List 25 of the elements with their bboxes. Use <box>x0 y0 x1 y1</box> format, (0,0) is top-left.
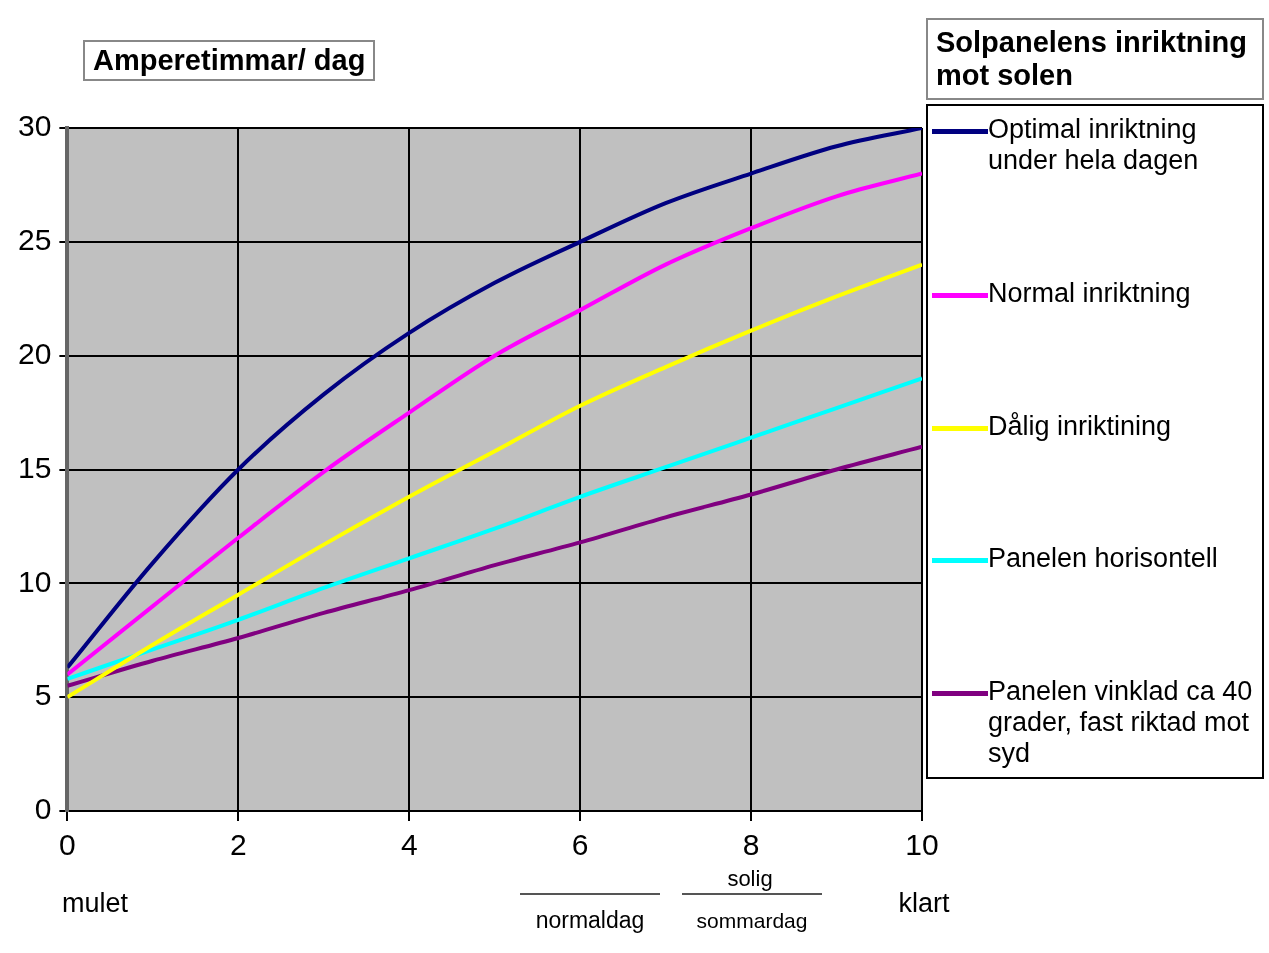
legend-title: Solpanelens inriktning mot solen <box>926 18 1264 100</box>
y-tick-label: 30 <box>17 109 52 143</box>
x-tick-label: 2 <box>229 828 247 862</box>
y-tick-label: 5 <box>34 678 52 712</box>
legend-label: Panelen vinklad ca 40 grader, fast riktad mot syd <box>988 676 1254 769</box>
text: klart <box>898 888 950 918</box>
text: normaldag <box>535 907 645 933</box>
x-tick-label: 0 <box>59 828 76 862</box>
legend-label: Dålig inriktining <box>988 410 1172 442</box>
legend-label: Optimal inriktning under hela dagen <box>988 114 1200 176</box>
y-tick-label: 15 <box>17 450 52 484</box>
x-tick-label: 8 <box>742 828 760 862</box>
legend-label: Panelen horisontell <box>988 543 1218 575</box>
x-tick-label: 6 <box>571 828 589 862</box>
legend-label: Normal inriktning <box>988 277 1191 309</box>
x-tick-label: 4 <box>400 828 418 862</box>
text: solig <box>727 866 773 891</box>
y-tick-label: 25 <box>17 223 52 257</box>
y-tick-label: 20 <box>17 336 52 370</box>
x-tick-label: 10 <box>905 828 939 862</box>
y-tick-label: 10 <box>17 564 52 598</box>
text: mulet <box>61 888 129 918</box>
text: sommardag <box>696 909 808 932</box>
y-tick-label: 0 <box>34 792 52 826</box>
y-axis-title: Amperetimmar/ dag <box>83 40 376 81</box>
